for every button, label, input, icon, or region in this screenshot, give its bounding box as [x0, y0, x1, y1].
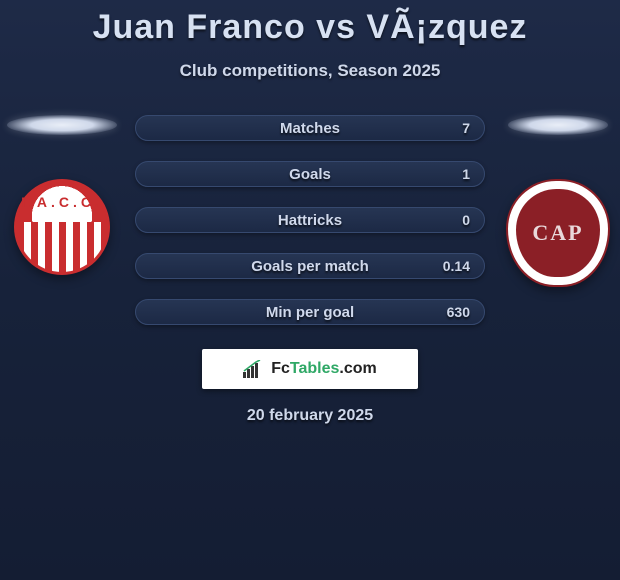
stat-left-value: [150, 312, 210, 313]
footer-date: 20 february 2025: [0, 407, 620, 425]
stat-row: Matches 7: [135, 115, 485, 141]
badge-left-initials: I.A.C.C.: [17, 194, 107, 210]
page-subtitle: Club competitions, Season 2025: [0, 61, 620, 81]
brand-text-prefix: Fc: [271, 360, 290, 377]
stat-left-value: [150, 220, 210, 221]
stat-right-value: 0: [410, 212, 470, 228]
brand-text-suffix: .com: [339, 360, 376, 377]
stat-row: Min per goal 630: [135, 299, 485, 325]
player-right-col: CAP: [503, 115, 613, 287]
player-right-shadow: [508, 115, 608, 135]
stat-right-value: 630: [410, 304, 470, 320]
badge-right-initials: CAP: [532, 220, 583, 246]
badge-left-stripes: [17, 222, 107, 272]
badge-right-inner: CAP: [516, 189, 600, 277]
stat-left-value: [150, 266, 210, 267]
page-title: Juan Franco vs VÃ¡zquez: [0, 0, 620, 47]
stat-right-value: 1: [410, 166, 470, 182]
stat-right-value: 7: [410, 120, 470, 136]
brand-text-accent: Tables: [290, 360, 340, 377]
stat-row: Goals per match 0.14: [135, 253, 485, 279]
stat-label: Goals per match: [210, 258, 410, 275]
stat-right-value: 0.14: [410, 258, 470, 274]
player-left-col: I.A.C.C.: [7, 115, 117, 275]
stat-label: Hattricks: [210, 212, 410, 229]
stat-row: Goals 1: [135, 161, 485, 187]
content-row: I.A.C.C. Matches 7 Goals 1 Hattricks 0 G…: [0, 115, 620, 325]
stat-label: Goals: [210, 166, 410, 183]
team-badge-left: I.A.C.C.: [14, 179, 110, 275]
stat-label: Matches: [210, 120, 410, 137]
stat-left-value: [150, 128, 210, 129]
stat-row: Hattricks 0: [135, 207, 485, 233]
brand-chart-icon: [243, 360, 265, 378]
stat-label: Min per goal: [210, 304, 410, 321]
brand-text: FcTables.com: [271, 360, 377, 378]
stats-list: Matches 7 Goals 1 Hattricks 0 Goals per …: [135, 115, 485, 325]
brand-box: FcTables.com: [202, 349, 418, 389]
player-left-shadow: [7, 115, 117, 135]
stat-left-value: [150, 174, 210, 175]
team-badge-right: CAP: [506, 179, 610, 287]
